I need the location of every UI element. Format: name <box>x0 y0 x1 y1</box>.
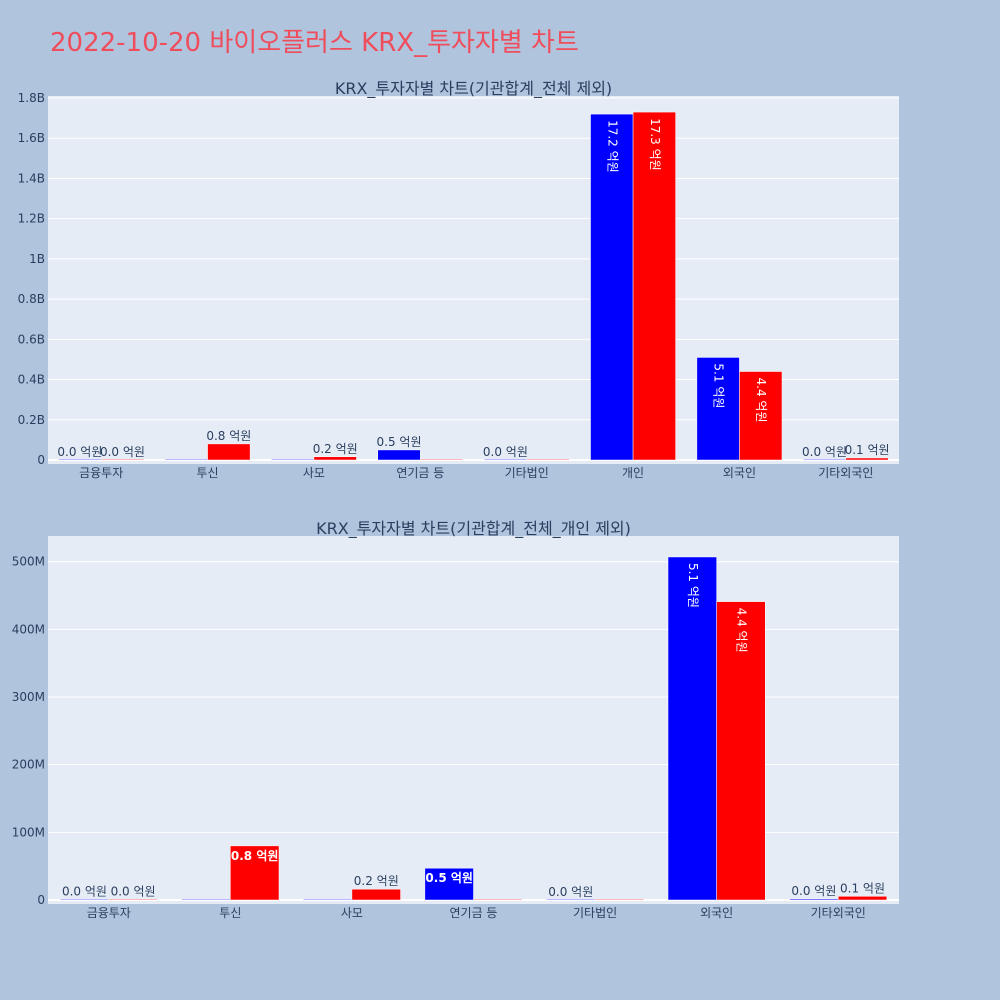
bar <box>594 898 644 901</box>
data-label: 4.4 억원 <box>734 608 748 653</box>
y-tick-label: 1.4B <box>18 171 45 185</box>
bar <box>667 556 717 901</box>
y-tick-label: 500M <box>12 555 45 569</box>
bar <box>837 896 888 901</box>
bar <box>181 898 231 901</box>
data-label: 17.2 억원 <box>605 120 619 173</box>
y-tick-label: 1.6B <box>18 131 45 145</box>
x-tick-label: 연기금 등 <box>450 906 498 920</box>
y-tick-label: 300M <box>12 690 45 704</box>
x-tick-label: 금융투자 <box>87 906 131 920</box>
bar <box>716 601 766 901</box>
bar <box>230 845 280 901</box>
x-tick-label: 투신 <box>219 906 241 920</box>
bar <box>164 458 208 461</box>
x-tick-label: 기타법인 <box>505 466 549 480</box>
x-tick-label: 사모 <box>303 466 325 480</box>
x-tick-label: 금융투자 <box>79 466 123 480</box>
bar <box>789 898 839 901</box>
data-label: 0.1 억원 <box>845 443 890 457</box>
x-tick-label: 연기금 등 <box>396 466 444 480</box>
y-tick-label: 0 <box>37 453 45 467</box>
bar <box>803 458 847 461</box>
bar <box>483 458 527 461</box>
bar <box>420 458 464 461</box>
bar <box>739 371 783 461</box>
y-tick-label: 0.6B <box>18 332 45 346</box>
y-tick-label: 0 <box>37 893 45 907</box>
data-label: 0.2 억원 <box>354 874 399 888</box>
data-label: 0.0 억원 <box>483 445 528 459</box>
subplot-title: KRX_투자자별 차트(기관합계_전체 제외) <box>335 79 612 99</box>
subplot-title: KRX_투자자별 차트(기관합계_전체_개인 제외) <box>316 519 631 539</box>
y-tick-label: 1.8B <box>18 91 45 105</box>
data-label: 0.5 억원 <box>377 435 422 449</box>
y-tick-label: 400M <box>12 622 45 636</box>
y-tick-label: 1B <box>29 252 45 266</box>
x-tick-label: 외국인 <box>700 906 733 920</box>
data-label: 0.0 억원 <box>57 445 102 459</box>
data-label: 0.0 억원 <box>548 885 593 899</box>
data-label: 0.2 억원 <box>313 442 358 456</box>
bar <box>313 456 357 461</box>
bar <box>303 898 353 901</box>
data-label: 0.0 억원 <box>62 884 107 898</box>
y-tick-label: 0.2B <box>18 413 45 427</box>
bar <box>696 357 740 461</box>
plot-area <box>48 536 899 904</box>
y-tick-label: 0.8B <box>18 292 45 306</box>
bar <box>845 457 889 461</box>
page-title: 2022-10-20 바이오플러스 KRX_투자자별 차트 <box>50 28 579 58</box>
bar <box>590 113 634 461</box>
bar <box>632 111 676 461</box>
x-tick-label: 사모 <box>341 906 363 920</box>
bar <box>526 458 570 461</box>
data-label: 0.5 억원 <box>425 871 473 885</box>
y-tick-label: 200M <box>12 758 45 772</box>
data-label: 4.4 억원 <box>754 378 768 423</box>
bar <box>271 458 315 461</box>
data-label: 0.0 억원 <box>111 884 156 898</box>
x-tick-label: 기타법인 <box>573 906 617 920</box>
bar <box>473 898 523 901</box>
x-tick-label: 개인 <box>622 466 644 480</box>
bar <box>58 458 102 461</box>
data-label: 17.3 억원 <box>648 118 662 171</box>
bar <box>100 458 144 461</box>
x-tick-label: 투신 <box>197 466 219 480</box>
data-label: 5.1 억원 <box>686 563 700 608</box>
data-label: 0.0 억원 <box>100 445 145 459</box>
bar <box>59 898 110 901</box>
data-label: 0.0 억원 <box>802 445 847 459</box>
data-label: 5.1 억원 <box>712 363 726 408</box>
x-tick-label: 기타외국인 <box>811 906 866 920</box>
y-tick-label: 1.2B <box>18 212 45 226</box>
x-tick-label: 외국인 <box>723 466 756 480</box>
bar <box>546 898 596 901</box>
bar <box>377 449 421 461</box>
bar <box>424 867 474 901</box>
y-tick-label: 100M <box>12 825 45 839</box>
data-label: 0.1 억원 <box>840 881 885 895</box>
bar <box>351 888 401 901</box>
bar <box>207 443 251 461</box>
x-tick-label: 기타외국인 <box>818 466 873 480</box>
bar <box>108 898 158 901</box>
data-label: 0.0 억원 <box>791 884 836 898</box>
data-label: 0.8 억원 <box>206 429 251 443</box>
data-label: 0.8 억원 <box>231 849 279 863</box>
y-tick-label: 0.4B <box>18 373 45 387</box>
